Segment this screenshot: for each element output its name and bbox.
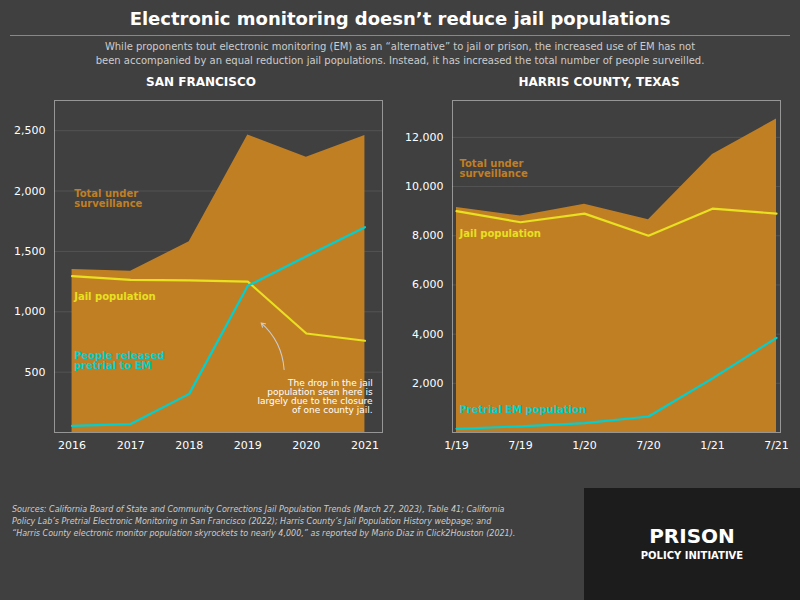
html-text:POLICY INITIATIVE: POLICY INITIATIVE <box>640 550 744 561</box>
html-text:While proponents tout electron: While proponents tout electronic monitor… <box>95 41 705 66</box>
svg-text:2,000: 2,000 <box>14 185 46 198</box>
svg-text:Pretrial EM population: Pretrial EM population <box>460 404 587 415</box>
html-text:Electronic monitoring doesn’t: Electronic monitoring doesn’t reduce jai… <box>129 8 671 29</box>
svg-text:7/20: 7/20 <box>636 439 661 452</box>
svg-text:2,500: 2,500 <box>14 124 46 137</box>
svg-text:1/19: 1/19 <box>444 439 469 452</box>
svg-text:The drop in the jailpopulation: The drop in the jailpopulation seen here… <box>257 378 373 415</box>
svg-text:4,000: 4,000 <box>412 328 444 341</box>
svg-text:2019: 2019 <box>234 439 262 452</box>
svg-text:2021: 2021 <box>351 439 379 452</box>
svg-text:2018: 2018 <box>175 439 203 452</box>
svg-text:1/20: 1/20 <box>572 439 597 452</box>
svg-text:500: 500 <box>25 366 46 379</box>
svg-text:Total undersurveillance: Total undersurveillance <box>460 158 528 179</box>
svg-text:2020: 2020 <box>292 439 320 452</box>
svg-text:People releasedpretrial to EM: People releasedpretrial to EM <box>74 350 164 371</box>
svg-text:2017: 2017 <box>117 439 145 452</box>
svg-text:12,000: 12,000 <box>405 131 444 144</box>
html-text:SAN FRANCISCO: SAN FRANCISCO <box>146 75 256 89</box>
svg-text:10,000: 10,000 <box>405 180 444 193</box>
svg-text:1,000: 1,000 <box>14 305 46 318</box>
html-text:Policy Lab’s Pretrial Electron: Policy Lab’s Pretrial Electronic Monitor… <box>12 517 492 526</box>
html-text:PRISON: PRISON <box>649 524 735 548</box>
html-text:HARRIS COUNTY, TEXAS: HARRIS COUNTY, TEXAS <box>518 75 680 89</box>
svg-text:2016: 2016 <box>58 439 86 452</box>
svg-text:2,000: 2,000 <box>412 377 444 390</box>
svg-text:7/21: 7/21 <box>764 439 789 452</box>
svg-text:Jail population: Jail population <box>459 228 541 239</box>
svg-text:1/21: 1/21 <box>700 439 725 452</box>
svg-text:6,000: 6,000 <box>412 278 444 291</box>
html-text:“Harris County electronic moni: “Harris County electronic monitor popula… <box>12 529 516 538</box>
svg-text:1,500: 1,500 <box>14 245 46 258</box>
svg-text:Total undersurveillance: Total undersurveillance <box>74 188 142 209</box>
svg-text:8,000: 8,000 <box>412 229 444 242</box>
svg-text:7/19: 7/19 <box>508 439 533 452</box>
html-text:Sources: California Board of S: Sources: California Board of State and C… <box>12 505 505 514</box>
svg-text:Jail population: Jail population <box>73 291 155 302</box>
